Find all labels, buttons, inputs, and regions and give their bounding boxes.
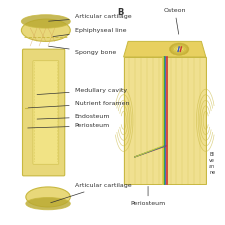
Ellipse shape — [21, 19, 70, 41]
Ellipse shape — [172, 45, 186, 54]
Text: Periosteum: Periosteum — [130, 186, 166, 206]
Ellipse shape — [26, 198, 70, 210]
Text: Bl
ve
an
ne: Bl ve an ne — [209, 152, 215, 175]
Ellipse shape — [176, 47, 182, 51]
Ellipse shape — [169, 43, 189, 55]
Ellipse shape — [171, 44, 187, 54]
Text: Articular cartilage: Articular cartilage — [51, 183, 131, 203]
Ellipse shape — [26, 187, 70, 207]
Text: Nutrient foramen: Nutrient foramen — [28, 101, 129, 108]
Text: Endosteum: Endosteum — [37, 115, 110, 119]
Text: Articular cartilage: Articular cartilage — [49, 14, 131, 21]
Ellipse shape — [21, 15, 70, 28]
Polygon shape — [124, 41, 206, 57]
Text: Ephiphyseal line: Ephiphyseal line — [53, 28, 126, 37]
Text: Medullary cavity: Medullary cavity — [37, 88, 127, 94]
FancyBboxPatch shape — [124, 57, 206, 184]
Text: Spongy bone: Spongy bone — [49, 46, 116, 55]
FancyBboxPatch shape — [33, 61, 59, 164]
Text: Periosteum: Periosteum — [28, 123, 110, 128]
Ellipse shape — [175, 47, 183, 52]
Text: B: B — [117, 8, 123, 17]
Text: Osteon: Osteon — [164, 7, 186, 34]
Ellipse shape — [174, 46, 185, 53]
FancyBboxPatch shape — [22, 49, 65, 176]
